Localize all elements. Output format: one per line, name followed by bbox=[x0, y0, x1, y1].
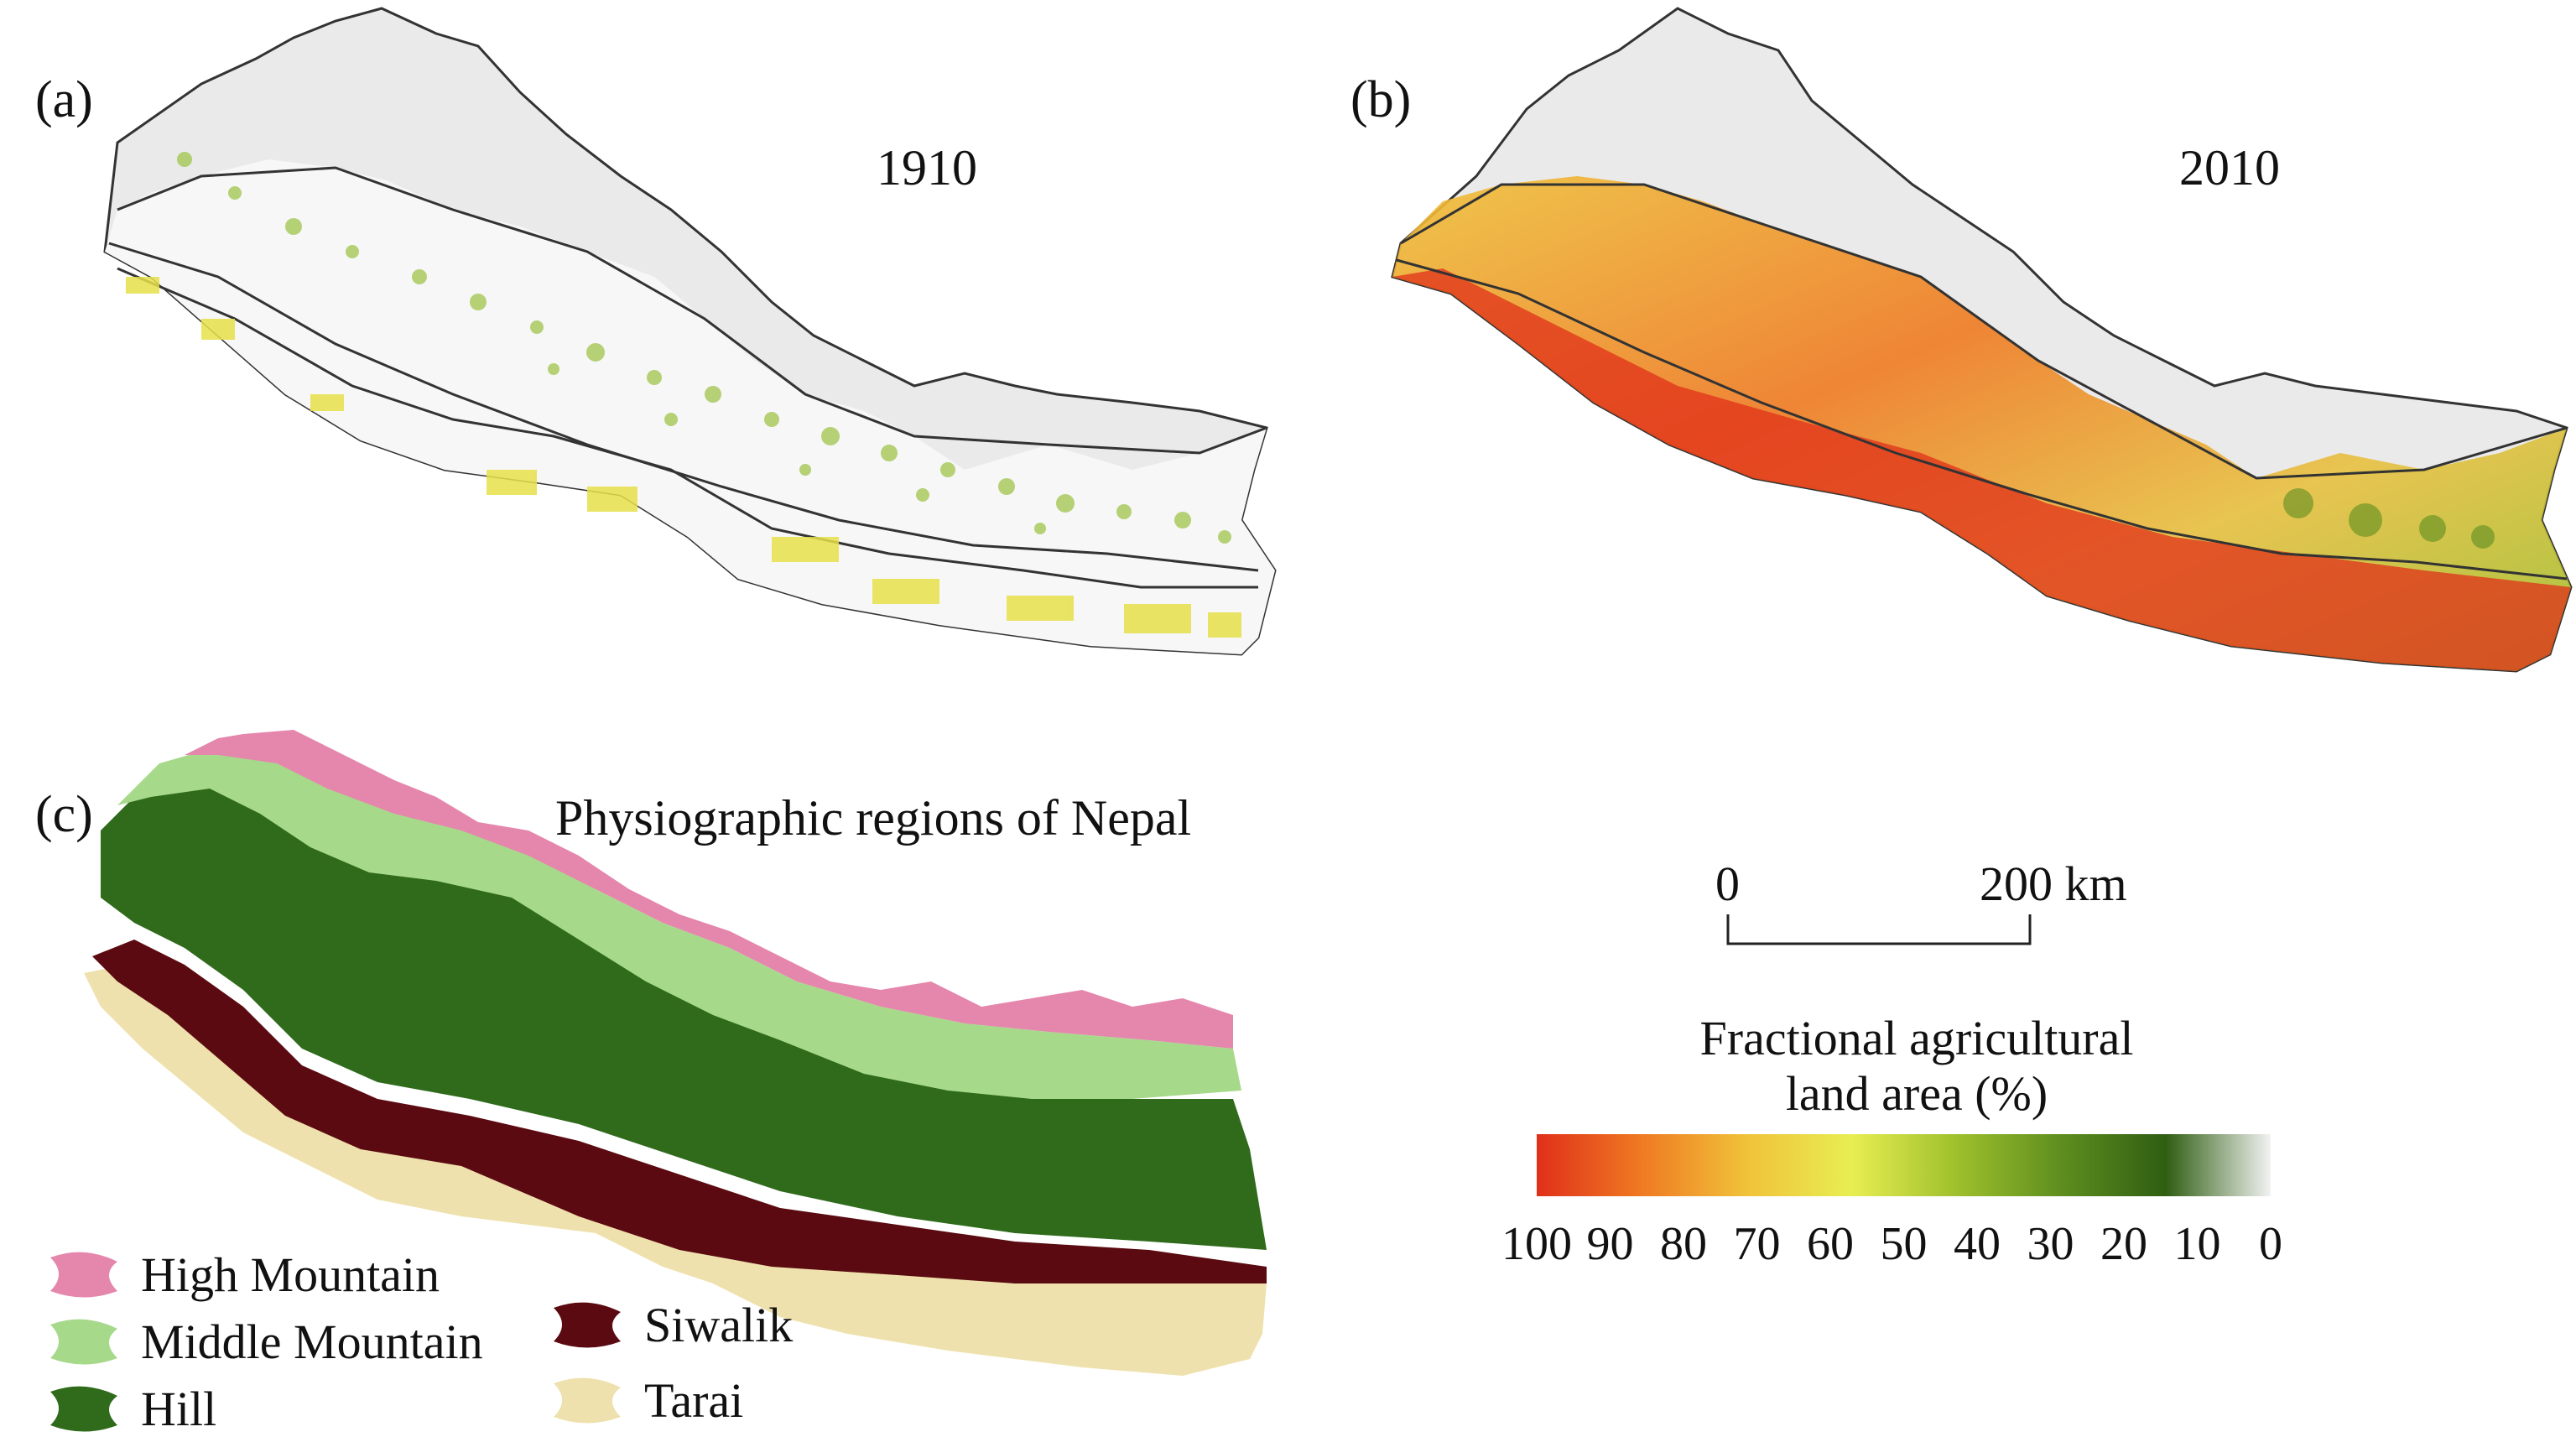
physiographic-regions bbox=[84, 730, 1267, 1376]
legend-swatch-tarai bbox=[554, 1377, 621, 1423]
map-1910 bbox=[103, 7, 1277, 656]
region-high-mountain bbox=[185, 730, 1233, 1049]
panel-b-label: (b) bbox=[1350, 71, 1412, 128]
legend-hill: Hill bbox=[42, 1381, 216, 1437]
legend-swatch-high-mountain bbox=[50, 1252, 117, 1297]
colorbar-tick-30: 30 bbox=[2027, 1218, 2074, 1270]
colorbar-tick-100: 100 bbox=[1501, 1218, 1572, 1270]
scale-bar-end-label: 200 km bbox=[1980, 856, 2127, 911]
panel-b-year: 2010 bbox=[2179, 140, 2280, 195]
colorbar-tick-10: 10 bbox=[2173, 1218, 2221, 1270]
colorbar-tick-20: 20 bbox=[2100, 1218, 2147, 1270]
legend-high-mountain: High Mountain bbox=[42, 1247, 440, 1303]
legend-swatch-siwalik bbox=[554, 1302, 621, 1347]
panel-c-label: (c) bbox=[35, 786, 93, 843]
legend-tarai: Tarai bbox=[545, 1372, 743, 1429]
panel-a-label: (a) bbox=[35, 71, 93, 128]
colorbar-tick-40: 40 bbox=[1954, 1218, 2001, 1270]
physiographic-map bbox=[84, 730, 1267, 1376]
colorbar-tick-90: 90 bbox=[1586, 1218, 1634, 1270]
colorbar-tick-0: 0 bbox=[2259, 1218, 2282, 1270]
region-middle-mountain bbox=[117, 747, 1241, 1099]
colorbar-title-line2: land area (%) bbox=[1785, 1065, 2048, 1121]
colorbar-ticks: 100 90 80 70 60 50 40 30 20 10 0 bbox=[1501, 1218, 2282, 1271]
scale-bar bbox=[1726, 914, 2032, 945]
panel-a-year: 1910 bbox=[877, 140, 977, 195]
nepal-map-2010 bbox=[1391, 7, 2573, 673]
colorbar-ramp bbox=[1537, 1134, 2271, 1196]
map-2010 bbox=[1391, 7, 2573, 673]
region-siwalik bbox=[92, 940, 1267, 1283]
colorbar-tick-70: 70 bbox=[1733, 1218, 1781, 1270]
legend-middle-mountain: Middle Mountain bbox=[42, 1314, 483, 1370]
region-hill bbox=[101, 772, 1267, 1250]
colorbar-tick-80: 80 bbox=[1660, 1218, 1707, 1270]
colorbar-title-line1: Fractional agricultural bbox=[1699, 1011, 2134, 1065]
panel-c-title: Physiographic regions of Nepal bbox=[555, 790, 1192, 846]
nepal-map-1910 bbox=[103, 7, 1277, 656]
legend-siwalik: Siwalik bbox=[545, 1297, 793, 1353]
scale-bar-start-label: 0 bbox=[1715, 856, 1740, 911]
legend-label: Tarai bbox=[644, 1373, 744, 1428]
legend-label: Middle Mountain bbox=[141, 1315, 483, 1369]
legend-label: Siwalik bbox=[644, 1298, 794, 1352]
colorbar-title: Fractional agricultural land area (%) bbox=[1665, 1011, 2168, 1121]
legend-swatch-hill bbox=[50, 1386, 117, 1431]
legend-label: Hill bbox=[141, 1382, 217, 1436]
legend-label: High Mountain bbox=[141, 1247, 440, 1302]
legend-swatch-middle-mountain bbox=[50, 1319, 117, 1364]
colorbar-tick-50: 50 bbox=[1880, 1218, 1928, 1270]
colorbar-tick-60: 60 bbox=[1807, 1218, 1854, 1270]
